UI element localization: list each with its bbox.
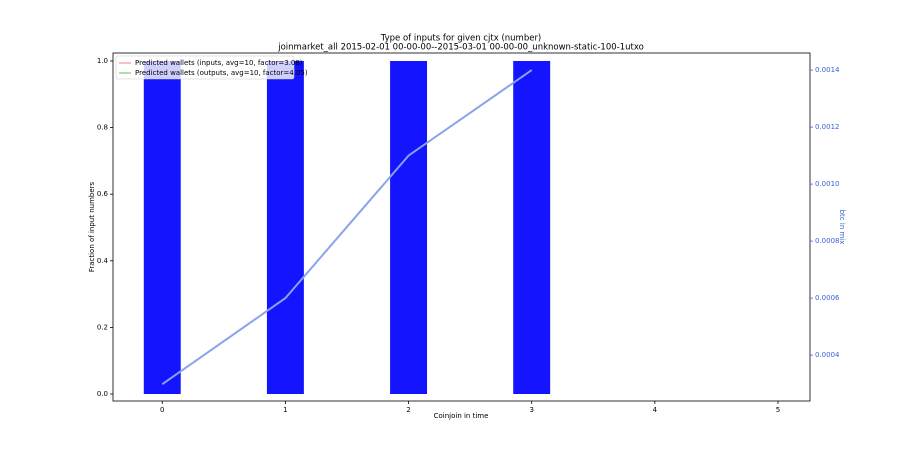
plot-frame	[112, 52, 811, 402]
legend-box	[115, 55, 295, 80]
x-tick-label: 2	[406, 406, 410, 414]
chart-subtitle: joinmarket_all 2015-02-01 00-00-00--2015…	[277, 43, 644, 53]
y-tick-label: 1.0	[97, 57, 108, 65]
x-axis-label: Coinjoin in time	[434, 412, 489, 420]
line	[161, 69, 533, 386]
x-tick-label: 3	[529, 406, 533, 414]
x-tick-label: 1	[283, 406, 287, 414]
bar	[513, 60, 551, 395]
y-tick-label: 0.4	[97, 257, 109, 265]
y2-tick-label: 0.0014	[815, 66, 840, 74]
y-axis-label: Fraction of input numbers	[88, 181, 96, 272]
legend-label: Predicted wallets (inputs, avg=10, facto…	[135, 59, 303, 67]
bar	[143, 60, 181, 395]
chart-title: Type of inputs for given cjtx (number)	[380, 34, 542, 44]
x-tick-label: 0	[160, 406, 164, 414]
x-tick-label: 4	[653, 406, 658, 414]
y-tick-label: 0.6	[97, 190, 109, 198]
y2-tick-label: 0.0006	[815, 294, 840, 302]
y-tick-label: 0.0	[97, 390, 108, 398]
x-tick-label: 5	[776, 406, 780, 414]
y-tick-label: 0.8	[97, 124, 108, 132]
y2-tick-label: 0.0010	[815, 180, 840, 188]
legend-label: Predicted wallets (outputs, avg=10, fact…	[135, 69, 308, 77]
y2-tick-label: 0.0012	[815, 123, 840, 131]
y2-tick-label: 0.0008	[815, 237, 840, 245]
bar	[266, 60, 304, 395]
y-tick-label: 0.2	[97, 323, 108, 331]
y2-axis-label: btc in mix	[838, 210, 846, 245]
bar	[390, 60, 428, 395]
y2-tick-label: 0.0004	[815, 351, 840, 359]
